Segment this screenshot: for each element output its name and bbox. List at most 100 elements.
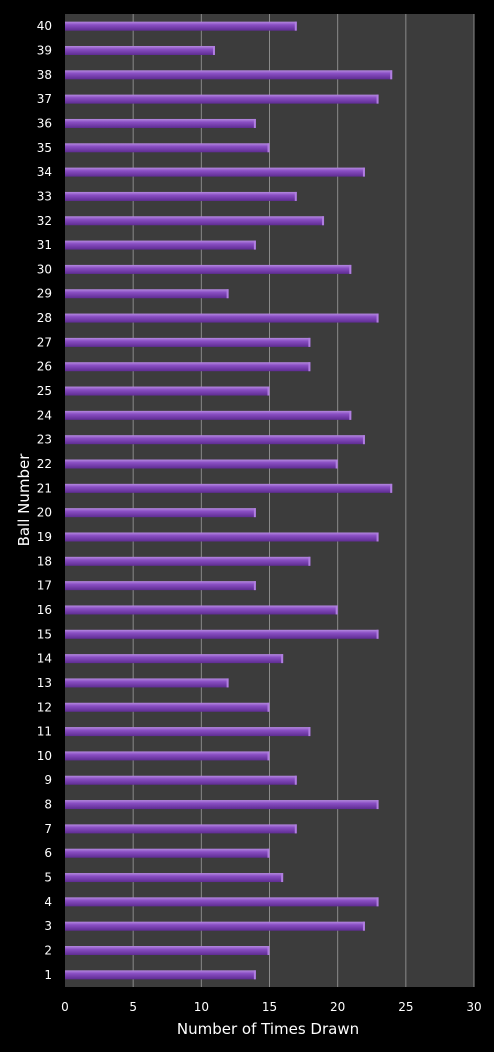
y-tick-label: 29: [37, 287, 52, 301]
y-tick-label: 27: [37, 335, 52, 349]
x-tick-label: 5: [129, 1000, 137, 1014]
bar-cap-34: [362, 167, 365, 177]
y-tick-label: 9: [44, 773, 52, 787]
bar-ball-36: [65, 118, 256, 128]
bar-ball-8: [65, 800, 379, 810]
bar-20: [65, 508, 256, 518]
bar-ball-11: [65, 727, 311, 737]
bar-cap-3: [362, 921, 365, 931]
bar-21: [65, 483, 393, 493]
bar-17: [65, 581, 256, 591]
bar-ball-22: [65, 459, 338, 469]
bar-23: [65, 435, 365, 445]
bar-ball-23: [65, 435, 365, 445]
bar-ball-31: [65, 240, 256, 250]
bar-cap-31: [253, 240, 256, 250]
bar-29: [65, 289, 229, 299]
bar-31: [65, 240, 256, 250]
bar-33: [65, 191, 297, 201]
bar-11: [65, 727, 311, 737]
y-tick-label: 26: [37, 360, 52, 374]
bar-cap-29: [226, 289, 229, 299]
bar-cap-21: [390, 483, 393, 493]
bar-22: [65, 459, 338, 469]
bar-32: [65, 216, 325, 226]
bar-cap-1: [253, 970, 256, 980]
y-axis-title: Ball Number: [15, 453, 33, 547]
bar-3: [65, 921, 365, 931]
bar-ball-3: [65, 921, 365, 931]
bar-39: [65, 45, 215, 55]
bar-40: [65, 21, 297, 31]
y-tick-label: 5: [44, 871, 52, 885]
bar-cap-26: [308, 362, 311, 372]
bar-ball-24: [65, 410, 352, 420]
y-tick-label: 38: [37, 68, 52, 82]
bar-ball-21: [65, 483, 393, 493]
bar-4: [65, 897, 379, 907]
bar-cap-39: [212, 45, 215, 55]
bar-ball-19: [65, 532, 379, 542]
bar-ball-40: [65, 21, 297, 31]
bar-cap-16: [335, 605, 338, 615]
bar-ball-7: [65, 824, 297, 834]
bar-13: [65, 678, 229, 688]
bar-ball-2: [65, 946, 270, 956]
x-tick-label: 0: [61, 1000, 69, 1014]
bar-cap-40: [294, 21, 297, 31]
x-axis-title: Number of Times Drawn: [177, 1020, 359, 1038]
bar-cap-36: [253, 118, 256, 128]
y-tick-labels: 1234567891011121314151617181920212223242…: [37, 19, 52, 982]
bar-ball-6: [65, 848, 270, 858]
x-tick-labels: 0 5 10 15 20 25 30: [61, 1000, 481, 1014]
bar-ball-4: [65, 897, 379, 907]
y-tick-label: 24: [37, 408, 52, 422]
y-tick-label: 8: [44, 798, 52, 812]
y-tick-label: 23: [37, 433, 52, 447]
bar-ball-25: [65, 386, 270, 396]
bar-cap-6: [267, 848, 270, 858]
x-tick-label: 30: [466, 1000, 481, 1014]
bar-cap-18: [308, 556, 311, 566]
bar-30: [65, 264, 352, 274]
bars: [65, 21, 393, 980]
bar-8: [65, 800, 379, 810]
bar-cap-8: [376, 800, 379, 810]
bar-36: [65, 118, 256, 128]
bar-ball-15: [65, 629, 379, 639]
y-tick-label: 13: [37, 676, 52, 690]
y-tick-label: 2: [44, 944, 52, 958]
bar-cap-20: [253, 508, 256, 518]
y-tick-label: 18: [37, 554, 52, 568]
bar-ball-32: [65, 216, 325, 226]
y-tick-label: 22: [37, 457, 52, 471]
bar-ball-18: [65, 556, 311, 566]
bar-cap-5: [281, 873, 284, 883]
bar-24: [65, 410, 352, 420]
y-tick-label: 17: [37, 579, 52, 593]
bar-ball-9: [65, 775, 297, 785]
bar-16: [65, 605, 338, 615]
bar-38: [65, 70, 393, 80]
bar-cap-17: [253, 581, 256, 591]
bar-cap-11: [308, 727, 311, 737]
bar-ball-33: [65, 191, 297, 201]
bar-cap-33: [294, 191, 297, 201]
bar-9: [65, 775, 297, 785]
bar-15: [65, 629, 379, 639]
bar-cap-25: [267, 386, 270, 396]
bar-35: [65, 143, 270, 153]
bar-18: [65, 556, 311, 566]
bar-cap-23: [362, 435, 365, 445]
y-tick-label: 15: [37, 627, 52, 641]
y-tick-label: 32: [37, 214, 52, 228]
bar-cap-38: [390, 70, 393, 80]
y-tick-label: 3: [44, 919, 52, 933]
y-tick-label: 12: [37, 700, 52, 714]
bar-ball-17: [65, 581, 256, 591]
x-tick-label: 10: [194, 1000, 209, 1014]
bar-ball-26: [65, 362, 311, 372]
y-tick-label: 37: [37, 92, 52, 106]
y-tick-label: 19: [37, 530, 52, 544]
bar-cap-37: [376, 94, 379, 104]
